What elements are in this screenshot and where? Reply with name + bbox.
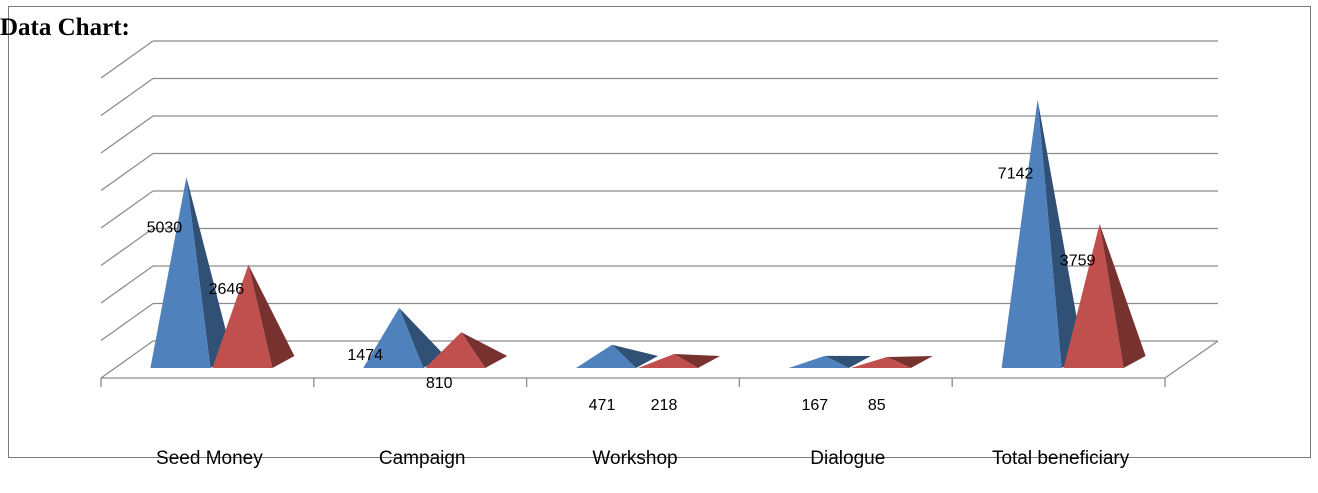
pyramid-front-face xyxy=(425,332,486,368)
pyramid-side-face xyxy=(399,307,446,368)
pyramid-front-face xyxy=(1001,99,1062,369)
pyramid-side-face xyxy=(461,332,508,368)
pyramid-side-face xyxy=(1037,99,1084,369)
side-wall-line xyxy=(100,340,154,379)
side-wall-line xyxy=(100,115,154,154)
pyramid-front-face xyxy=(788,355,849,368)
pyramid-side-face xyxy=(886,356,933,368)
pyramid-front-face xyxy=(363,307,424,368)
category-label: Dialogue xyxy=(810,448,885,469)
data-label: 5030 xyxy=(147,220,183,237)
chart-frame xyxy=(8,6,1311,458)
data-label: 471 xyxy=(589,397,616,414)
category-label: Total beneficiary xyxy=(992,448,1130,469)
side-wall-line xyxy=(100,152,154,192)
pyramid-front-face xyxy=(850,357,911,368)
data-label: 2646 xyxy=(209,281,245,298)
data-label: 810 xyxy=(426,375,453,392)
chart-heading: Data Chart: xyxy=(0,14,130,41)
pyramid-side-face xyxy=(674,353,720,368)
pyramid-side-face xyxy=(186,177,233,368)
pyramid-side-face xyxy=(248,264,295,368)
side-wall-line xyxy=(100,227,154,267)
side-wall-line xyxy=(100,265,154,304)
data-label: 7142 xyxy=(998,165,1034,182)
category-label: Workshop xyxy=(592,448,677,469)
pyramid-front-face xyxy=(150,177,211,368)
pyramid-front-face xyxy=(1063,223,1124,368)
side-wall-line xyxy=(100,190,154,229)
pyramid-front-face xyxy=(638,353,698,368)
data-label: 1474 xyxy=(347,347,383,364)
pyramid-side-face xyxy=(824,355,871,368)
pyramid-side-face xyxy=(1099,223,1146,368)
pyramid-front-face xyxy=(576,344,636,368)
pyramid-front-face xyxy=(212,264,273,368)
data-label: 218 xyxy=(651,397,678,414)
pyramid-side-face xyxy=(612,344,658,368)
side-wall-line xyxy=(100,77,154,117)
data-label: 167 xyxy=(801,397,828,414)
data-label: 3759 xyxy=(1060,252,1096,269)
category-label: Seed Money xyxy=(156,448,263,469)
category-label: Campaign xyxy=(379,448,466,469)
data-label: 85 xyxy=(868,397,886,414)
side-wall-line xyxy=(100,40,154,79)
side-wall-line xyxy=(100,302,154,342)
